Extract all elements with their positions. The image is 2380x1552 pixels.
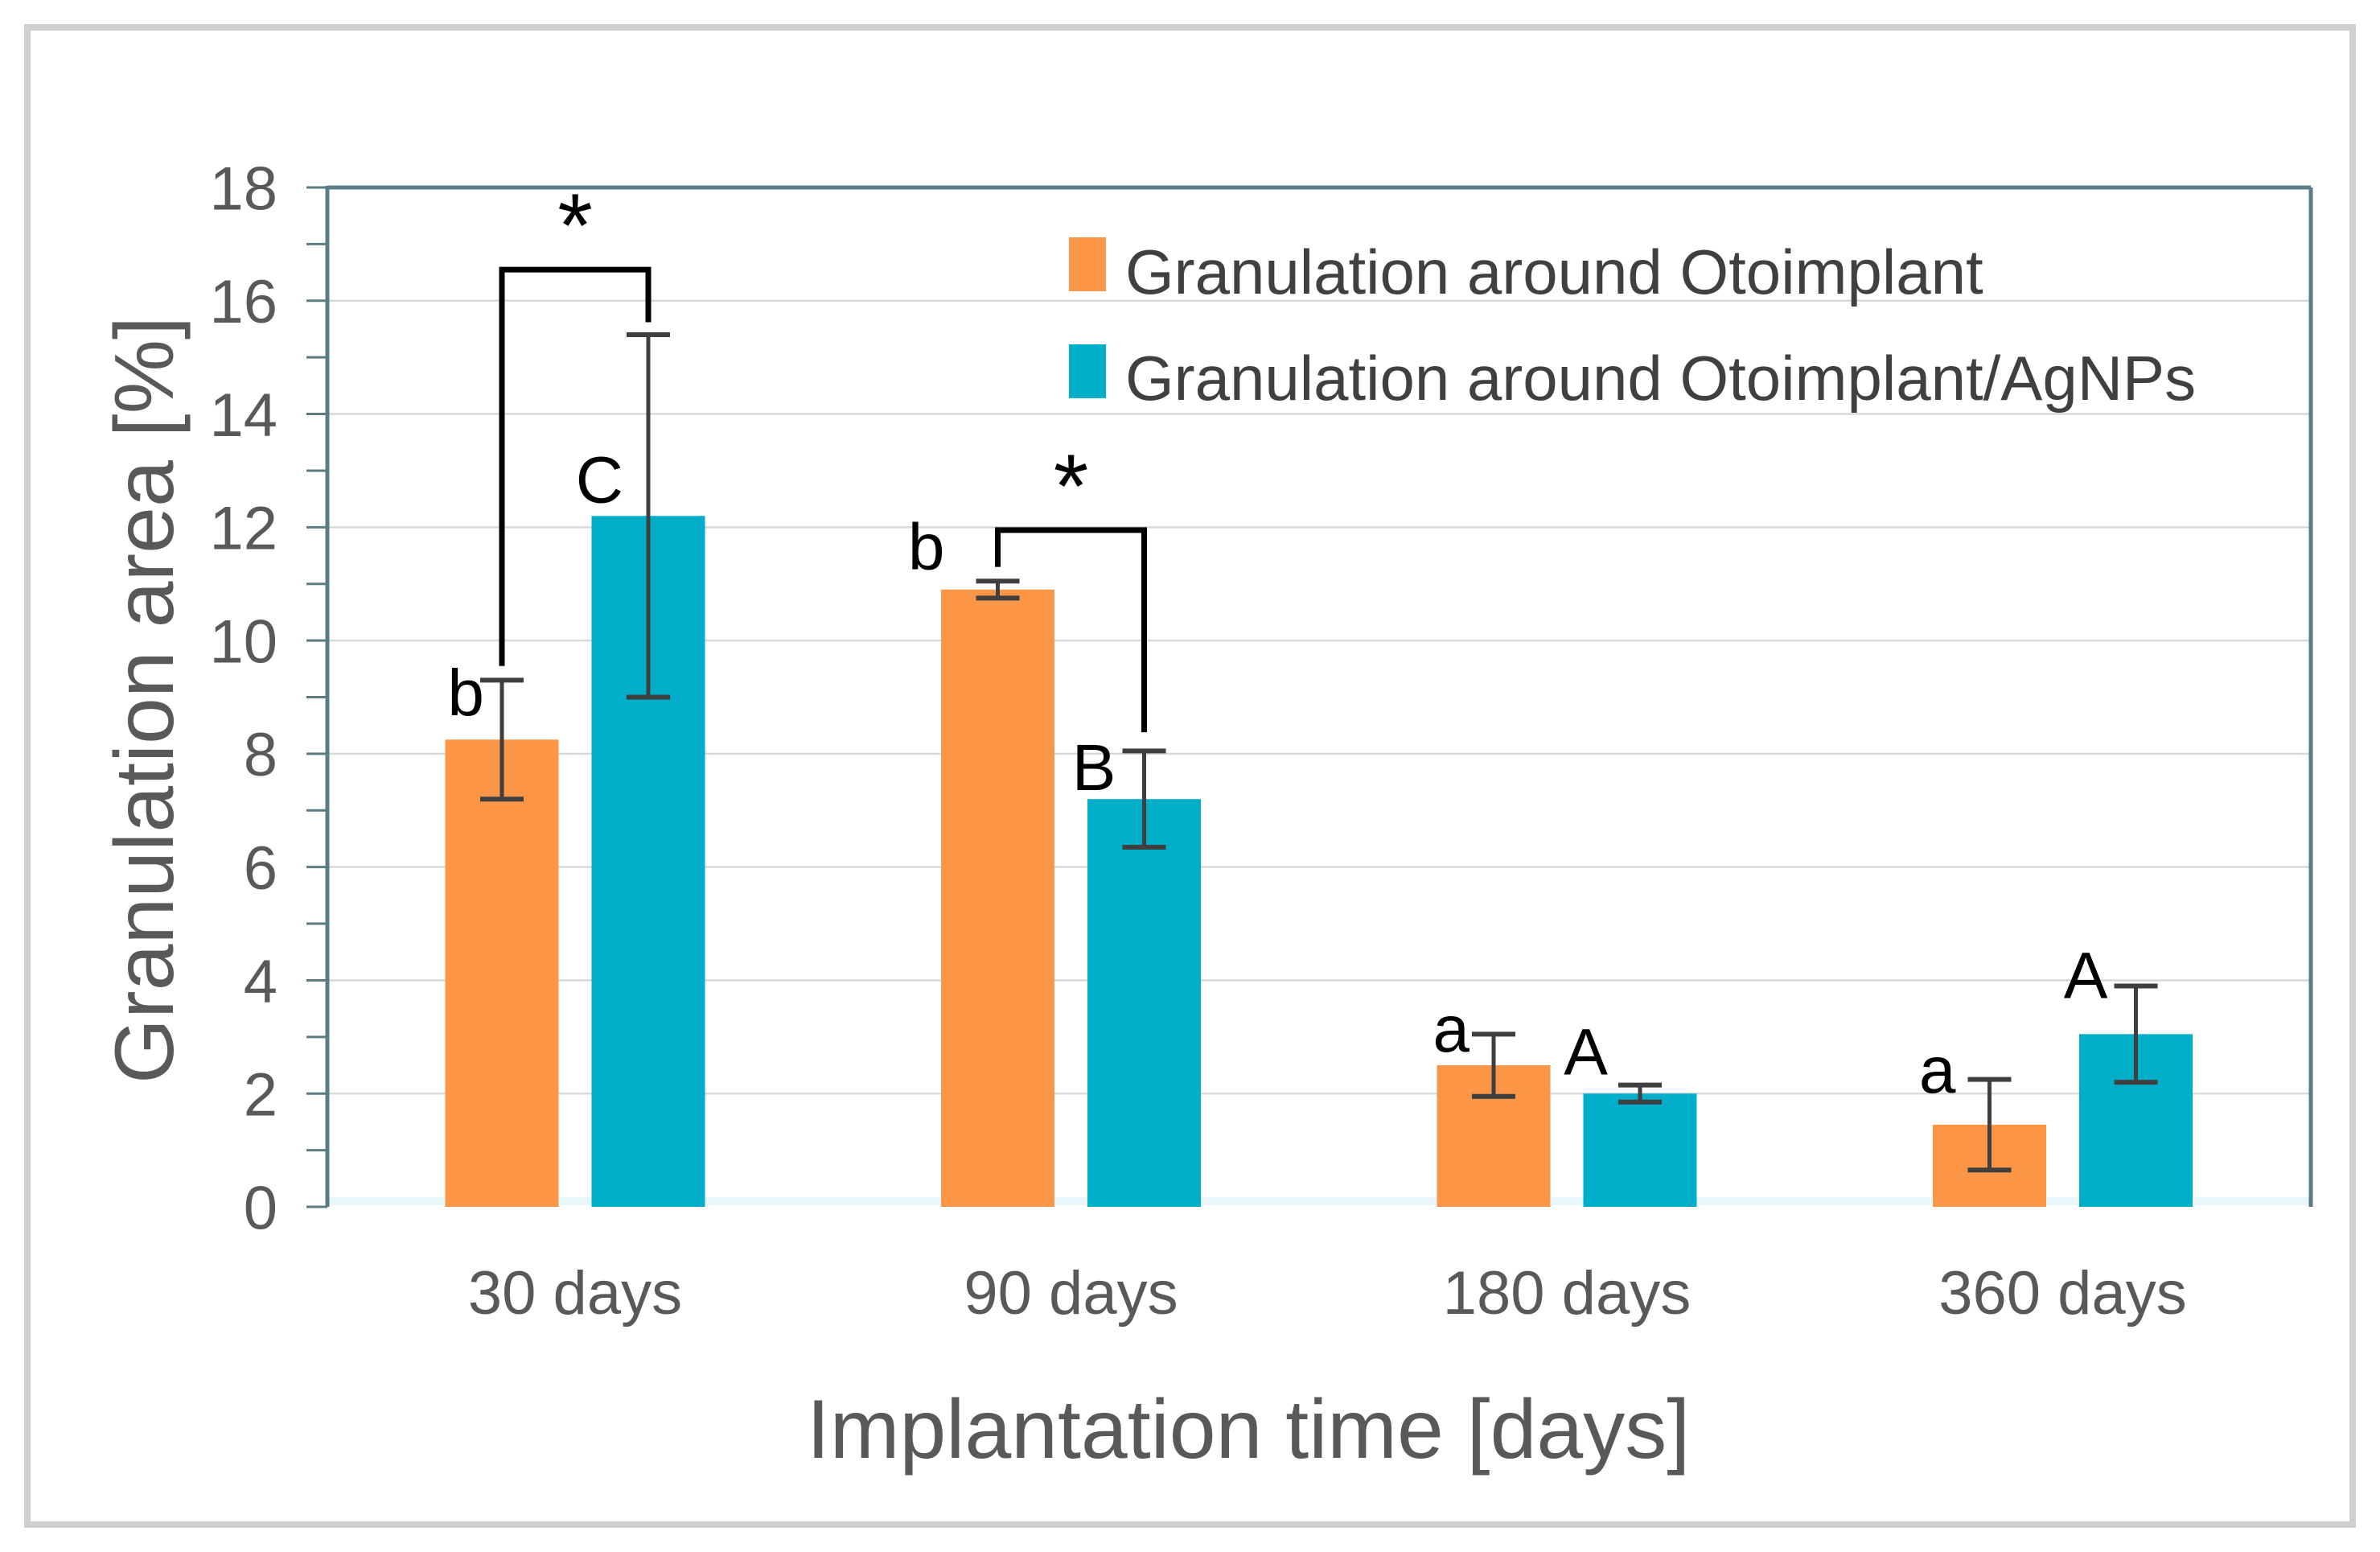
letter-annotation: A bbox=[1564, 1015, 1608, 1089]
x-tick-label: 90 days bbox=[964, 1259, 1178, 1328]
error-bar bbox=[480, 677, 524, 802]
legend-label-otoimplant: Granulation around Otoimplant bbox=[1125, 237, 1983, 307]
y-tick-label: 16 bbox=[209, 268, 277, 336]
y-tick-labels: 0 2 4 6 8 10 12 14 16 18 bbox=[209, 154, 277, 1242]
legend-swatch-otoimplant bbox=[1069, 237, 1106, 291]
letter-annotation: C bbox=[576, 443, 623, 517]
bar-agnps-90-days bbox=[1087, 799, 1201, 1207]
x-tick-label: 360 days bbox=[1938, 1259, 2186, 1328]
legend-swatch-agnps bbox=[1069, 344, 1106, 398]
error-bar bbox=[627, 332, 670, 700]
error-bar bbox=[2114, 983, 2158, 1085]
significance-bracket bbox=[995, 527, 1147, 733]
y-axis-title: Granulation area [%] bbox=[98, 316, 191, 1084]
bar-letters: b b a a C B A A bbox=[447, 443, 2107, 1106]
x-axis-glow bbox=[327, 1197, 2311, 1205]
x-axis-title: Implantation time [days] bbox=[807, 1383, 1690, 1476]
letter-annotation: B bbox=[1072, 731, 1116, 805]
bar-agnps-180-days bbox=[1583, 1093, 1697, 1207]
letter-annotation: a bbox=[1919, 1034, 1956, 1107]
letter-annotation: A bbox=[2064, 939, 2108, 1012]
significance-asterisk: * bbox=[557, 175, 593, 276]
significance-brackets: ** bbox=[499, 175, 1147, 733]
error-bar bbox=[1472, 1031, 1515, 1099]
x-tick-label: 180 days bbox=[1443, 1259, 1691, 1328]
error-bar bbox=[976, 578, 1020, 601]
figure-border bbox=[24, 24, 2356, 1528]
axes bbox=[306, 185, 2313, 1208]
letter-annotation: b bbox=[447, 657, 484, 730]
y-tick-label: 12 bbox=[209, 495, 277, 563]
significance-bracket bbox=[499, 266, 652, 666]
y-tick-label: 18 bbox=[209, 154, 277, 223]
y-tick-label: 10 bbox=[209, 607, 277, 676]
legend: Granulation around Otoimplant Granulatio… bbox=[1069, 237, 2196, 414]
letter-annotation: a bbox=[1433, 993, 1470, 1066]
error-bar bbox=[1618, 1082, 1662, 1105]
error-bar bbox=[1967, 1077, 2012, 1173]
y-tick-label: 8 bbox=[244, 721, 277, 789]
y-tick-label: 4 bbox=[244, 948, 277, 1016]
y-tick-label: 0 bbox=[244, 1174, 277, 1242]
error-bars bbox=[480, 332, 2158, 1173]
error-bar bbox=[1122, 748, 1166, 850]
bar-otoimplant-30-days bbox=[445, 739, 559, 1207]
letter-annotation: b bbox=[908, 510, 945, 583]
legend-label-agnps: Granulation around Otoimplant/AgNPs bbox=[1125, 343, 2196, 414]
bar-otoimplant-90-days bbox=[941, 589, 1054, 1207]
x-tick-labels: 30 days 90 days 180 days 360 days bbox=[468, 1259, 2187, 1328]
bars bbox=[445, 516, 2193, 1207]
y-tick-label: 14 bbox=[209, 381, 277, 450]
significance-asterisk: * bbox=[1054, 436, 1089, 537]
x-tick-label: 30 days bbox=[468, 1259, 682, 1328]
y-tick-label: 6 bbox=[244, 834, 277, 903]
y-tick-label: 2 bbox=[244, 1061, 277, 1130]
